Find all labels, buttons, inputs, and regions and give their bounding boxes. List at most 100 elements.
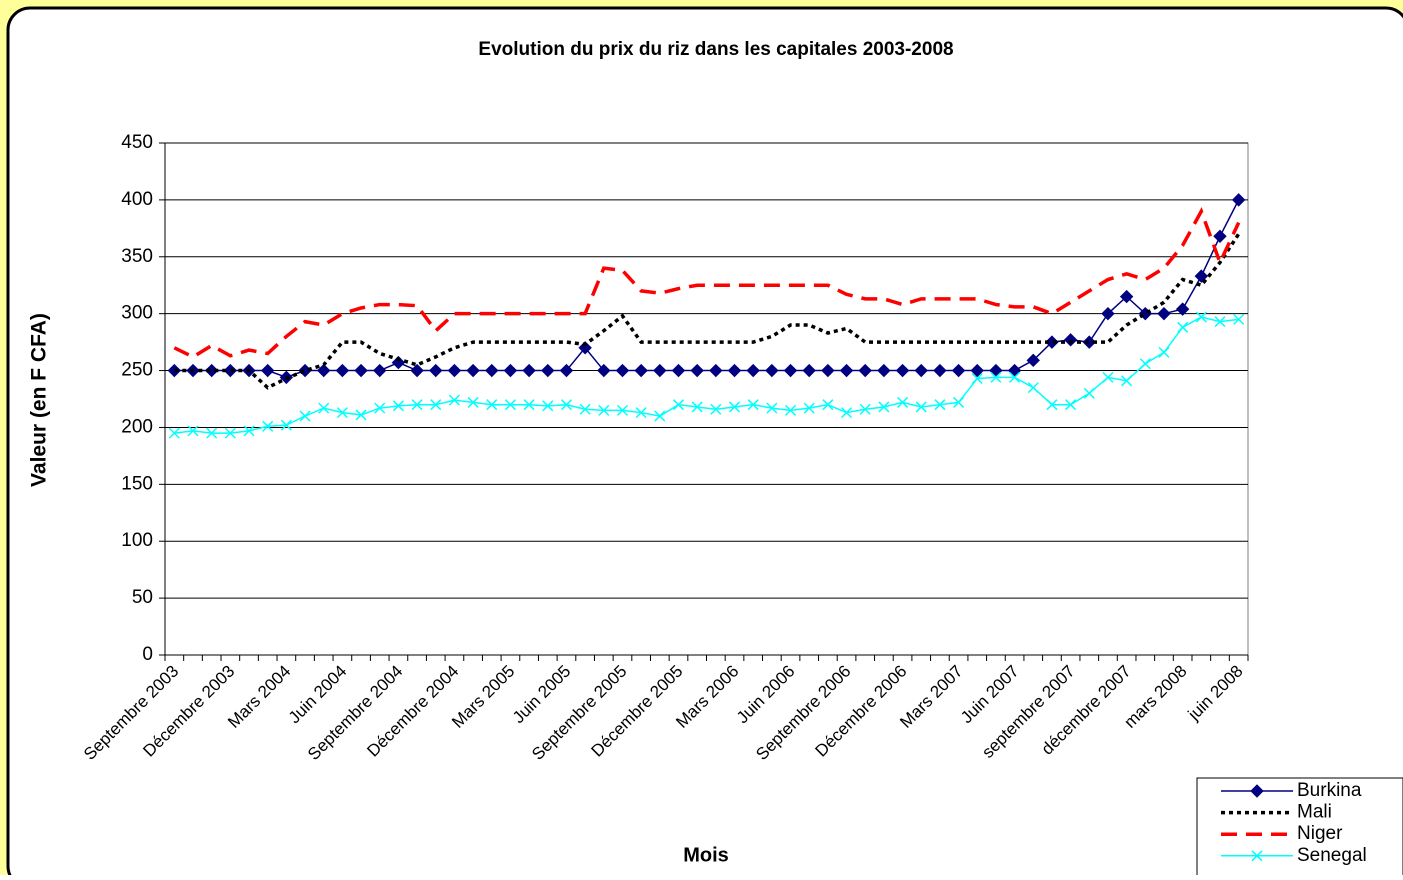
point — [783, 363, 798, 378]
point — [766, 402, 778, 414]
point — [559, 363, 574, 378]
point — [523, 399, 535, 411]
legend-label: Burkina — [1297, 780, 1362, 801]
point — [1177, 321, 1189, 333]
y-tick-label: 250 — [121, 360, 153, 381]
point — [224, 427, 236, 439]
point — [1213, 229, 1227, 244]
point — [691, 401, 703, 413]
legend-label: Niger — [1297, 823, 1343, 844]
point — [728, 401, 741, 413]
point — [634, 363, 648, 378]
y-tick-label: 450 — [121, 132, 153, 153]
point — [821, 363, 835, 378]
point — [430, 399, 442, 411]
point — [411, 399, 423, 411]
point — [335, 363, 350, 378]
point — [503, 363, 518, 378]
point — [1009, 371, 1021, 383]
point — [709, 363, 723, 378]
point — [765, 363, 779, 378]
y-tick-label: 100 — [121, 530, 153, 551]
point — [262, 420, 274, 432]
point — [990, 371, 1002, 383]
legend-label: Mali — [1297, 802, 1332, 823]
point — [934, 399, 946, 411]
legend-box — [1196, 777, 1403, 879]
point — [1251, 850, 1263, 862]
point — [579, 403, 591, 415]
point — [951, 363, 966, 378]
series-line — [174, 316, 1239, 434]
point — [1063, 333, 1078, 347]
point — [206, 427, 218, 439]
point — [1158, 346, 1170, 358]
point — [1231, 193, 1246, 207]
point — [354, 363, 368, 378]
y-tick-label: 400 — [121, 189, 153, 210]
point — [671, 363, 686, 378]
point — [485, 363, 499, 378]
point — [522, 363, 536, 378]
point — [895, 363, 910, 378]
point — [953, 396, 965, 408]
point — [1233, 313, 1245, 325]
point — [672, 399, 685, 411]
point — [635, 407, 647, 419]
point — [1065, 399, 1077, 411]
point — [1101, 306, 1115, 321]
point — [1082, 335, 1096, 349]
point — [690, 363, 704, 378]
point — [448, 394, 460, 406]
point — [542, 400, 554, 412]
point — [466, 363, 480, 378]
point — [187, 425, 199, 437]
point — [914, 363, 928, 378]
point — [504, 399, 516, 411]
point — [541, 363, 555, 378]
point — [803, 402, 815, 414]
chart-title: Evolution du prix du riz dans les capita… — [478, 39, 953, 60]
point — [204, 363, 219, 378]
point — [447, 363, 462, 378]
point — [970, 363, 984, 378]
point — [897, 396, 909, 408]
point — [391, 355, 406, 370]
plot-area — [164, 142, 1249, 656]
point — [486, 399, 498, 411]
point — [822, 399, 834, 411]
point — [167, 363, 182, 378]
point — [653, 363, 667, 378]
point — [1194, 269, 1209, 283]
point — [727, 363, 742, 378]
point — [1119, 289, 1134, 304]
y-tick-label: 150 — [121, 473, 153, 494]
point — [877, 363, 891, 378]
series-line — [173, 207, 1241, 359]
legend-label: Senegal — [1297, 845, 1367, 866]
point — [859, 403, 871, 415]
point — [168, 427, 180, 439]
point — [971, 372, 983, 385]
point — [1027, 382, 1039, 394]
point — [280, 419, 292, 431]
point — [1102, 371, 1114, 383]
point — [1026, 353, 1040, 368]
point — [374, 402, 386, 414]
point — [299, 410, 311, 422]
point — [560, 399, 572, 411]
point — [336, 407, 348, 419]
point — [260, 363, 275, 378]
point — [710, 403, 722, 415]
point — [598, 404, 610, 416]
point — [915, 401, 927, 413]
point — [317, 363, 331, 378]
point — [784, 404, 797, 416]
point — [410, 363, 424, 378]
point — [318, 402, 330, 414]
point — [1121, 375, 1133, 387]
point — [429, 363, 443, 378]
point — [747, 399, 759, 411]
y-tick-label: 50 — [132, 587, 153, 608]
